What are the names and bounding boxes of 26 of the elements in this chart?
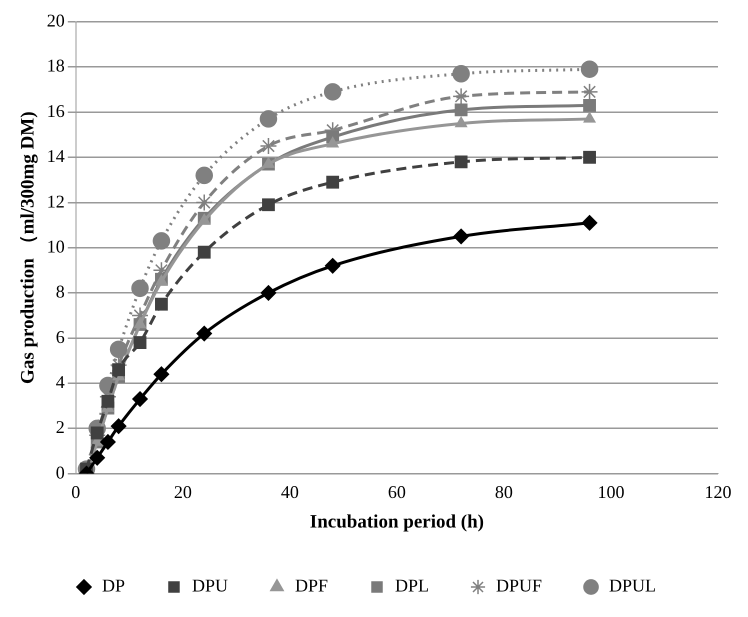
y-tick-label: 10 — [46, 236, 65, 256]
y-axis-title: Gas production （ml/300mg DM) — [17, 111, 38, 384]
x-tick-label: 60 — [388, 482, 406, 502]
x-tick-label: 20 — [174, 482, 192, 502]
y-tick-label: 20 — [46, 10, 65, 31]
x-tick-label: 0 — [71, 482, 80, 502]
x-axis-title: Incubation period (h) — [310, 512, 484, 533]
legend-label: DPUL — [609, 576, 656, 596]
y-tick-label: 14 — [46, 146, 65, 166]
x-tick-label: 120 — [704, 482, 732, 502]
y-tick-label: 0 — [56, 462, 65, 482]
legend-label: DPL — [395, 576, 430, 596]
y-tick-label: 2 — [56, 417, 65, 438]
y-tick-label: 16 — [46, 100, 65, 121]
legend-label: DPF — [294, 576, 328, 596]
x-tick-label: 80 — [494, 482, 513, 502]
legend-label: DPU — [192, 576, 228, 596]
x-tick-label: 40 — [280, 482, 299, 502]
x-tick-label: 100 — [597, 482, 624, 502]
legend-label: DPUF — [496, 576, 542, 596]
y-tick-label: 18 — [46, 56, 65, 76]
y-tick-label: 8 — [56, 282, 65, 302]
legend-label: DP — [102, 576, 125, 596]
y-tick-label: 12 — [46, 191, 65, 212]
y-tick-label: 4 — [56, 372, 65, 392]
y-tick-label: 6 — [56, 326, 65, 347]
